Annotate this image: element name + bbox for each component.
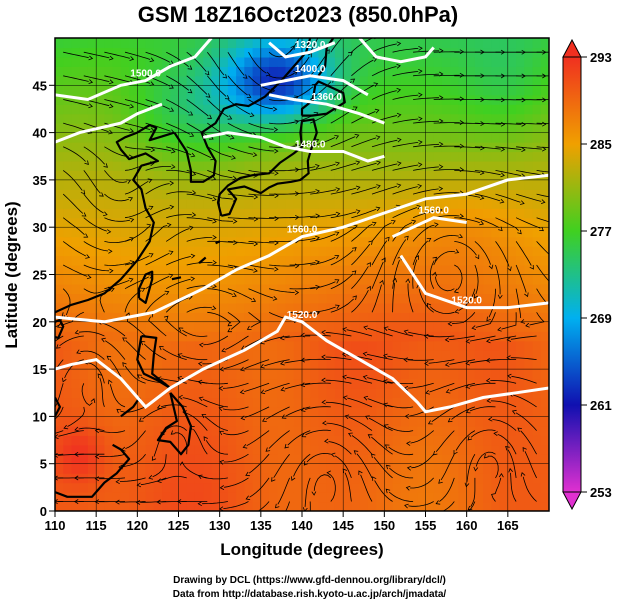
y-tick-label: 30 (33, 220, 47, 235)
colorbar-bottom-arrow (562, 491, 582, 511)
x-tick-label: 130 (209, 518, 231, 533)
y-tick-label: 0 (40, 504, 47, 519)
y-tick-label: 40 (33, 126, 47, 141)
contour-line (268, 93, 385, 125)
chart-title: GSM 18Z16Oct2023 (850.0hPa) (138, 2, 458, 27)
y-tick-label: 45 (33, 78, 47, 93)
y-tick-label: 25 (33, 268, 47, 283)
grid-lines (55, 38, 549, 511)
contour-line (55, 38, 213, 102)
colorbar-tick-label: 285 (590, 137, 612, 152)
colorbar-tick-label: 277 (590, 224, 612, 239)
y-axis-label: Latitude (degrees) (2, 201, 21, 348)
contour-labels: 1520.0 1560.0 1520.0 1560.0 1480.0 1360.0 1400… (130, 40, 482, 321)
y-tick-label: 10 (33, 409, 47, 424)
x-tick-label: 115 (86, 518, 107, 533)
x-tick-label: 150 (373, 518, 395, 533)
contour-line (399, 254, 549, 310)
colorbar-bar (562, 56, 582, 493)
x-tick-label: 145 (332, 518, 354, 533)
contour-label: 1480.0 (295, 140, 326, 151)
x-tick-label: 160 (456, 518, 478, 533)
contour-line (358, 38, 435, 64)
colorbar-tick-label: 253 (590, 485, 612, 500)
height-contours (55, 38, 549, 414)
contour-label: 1360.0 (311, 92, 342, 103)
colorbar-tick-label: 261 (590, 398, 612, 413)
x-tick-label: 165 (497, 518, 519, 533)
contour-line (55, 102, 163, 144)
contour-label: 1320.0 (295, 40, 326, 51)
y-tick-label: 15 (33, 362, 47, 377)
x-tick-label: 155 (415, 518, 437, 533)
credit-dcl: Drawing by DCL (https://www.gfd-dennou.o… (173, 575, 446, 586)
colorbar: 253 261 269 277 285 293 (562, 38, 612, 511)
colorbar-top-arrow (562, 38, 582, 58)
contour-label: 1400.0 (295, 64, 326, 75)
contour-label: 1560.0 (287, 225, 318, 236)
contour-label: 1500.0 (130, 69, 161, 80)
contour-line (391, 216, 467, 239)
x-tick-label: 110 (45, 518, 66, 533)
x-tick-label: 120 (126, 518, 148, 533)
contour-label: 1560.0 (418, 206, 449, 217)
x-tick-label: 140 (291, 518, 313, 533)
contour-line (202, 131, 385, 163)
colorbar-tick-label: 269 (590, 311, 612, 326)
x-axis-ticks: 110 115 120 125 130 135 140 145 150 155 160 165 (45, 511, 519, 533)
contour-label: 1520.0 (287, 310, 318, 321)
y-tick-label: 35 (33, 173, 47, 188)
contour-line (55, 173, 549, 324)
y-axis-ticks: 0 5 10 15 20 25 30 35 40 45 (33, 78, 55, 519)
contour-line (55, 315, 549, 414)
contour-line (268, 41, 336, 59)
y-tick-label: 5 (40, 457, 47, 472)
credit-data-source: Data from http://database.rish.kyoto-u.a… (172, 589, 447, 600)
contour-label: 1520.0 (451, 296, 482, 307)
x-axis-label: Longitude (degrees) (220, 540, 383, 559)
streamlines (55, 38, 549, 511)
y-tick-label: 20 (33, 315, 47, 330)
x-tick-label: 135 (250, 518, 272, 533)
x-tick-label: 125 (168, 518, 190, 533)
colorbar-tick-label: 293 (590, 50, 612, 65)
contour-line (260, 74, 369, 97)
